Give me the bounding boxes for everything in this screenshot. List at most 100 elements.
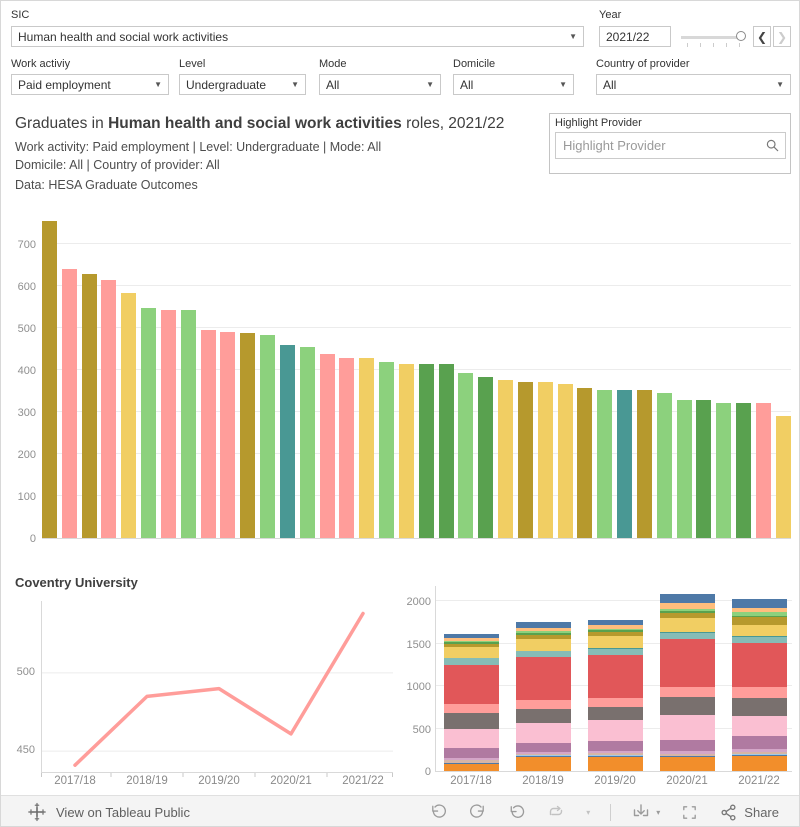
stack-segment[interactable] <box>660 740 715 752</box>
stack-segment[interactable] <box>732 599 787 608</box>
stack-segment[interactable] <box>660 751 715 754</box>
stack-segment[interactable] <box>732 756 787 771</box>
stack-segment[interactable] <box>444 643 499 648</box>
stack-segment[interactable] <box>660 602 715 609</box>
stack-segment[interactable] <box>660 686 715 698</box>
stack-segment[interactable] <box>588 753 643 756</box>
stack-segment[interactable] <box>516 743 571 752</box>
stack-segment[interactable] <box>588 741 643 752</box>
refresh-caret-icon[interactable]: ▾ <box>586 807 591 817</box>
provider-bar[interactable] <box>200 330 216 538</box>
provider-bar[interactable] <box>299 347 315 538</box>
stack-segment[interactable] <box>516 631 571 634</box>
year-slider-handle[interactable] <box>736 31 746 41</box>
stack-segment[interactable] <box>444 748 499 758</box>
reset-button[interactable] <box>507 803 526 822</box>
provider-bar[interactable] <box>42 221 57 538</box>
provider-bar[interactable] <box>81 274 97 538</box>
provider-bar[interactable] <box>121 293 137 538</box>
share-button[interactable]: Share <box>719 803 779 822</box>
stack-segment[interactable] <box>588 654 643 699</box>
stack-segment[interactable] <box>732 617 787 625</box>
stack-segment[interactable] <box>444 647 499 658</box>
trend-line[interactable] <box>73 611 365 767</box>
stack-segment[interactable] <box>516 753 571 756</box>
stack-segment[interactable] <box>660 755 715 757</box>
stack-segment[interactable] <box>732 636 787 644</box>
stack-segment[interactable] <box>588 755 643 756</box>
stack-segment[interactable] <box>444 658 499 665</box>
stack-segment[interactable] <box>588 719 643 742</box>
provider-bar[interactable] <box>260 335 276 538</box>
provider-bar[interactable] <box>498 380 514 538</box>
stack-segment[interactable] <box>516 751 571 754</box>
stack-segment[interactable] <box>516 755 571 756</box>
stack-segment[interactable] <box>732 754 787 757</box>
provider-bar[interactable] <box>537 382 553 538</box>
stack-segment[interactable] <box>732 751 787 755</box>
provider-bar[interactable] <box>617 390 633 538</box>
provider-bar[interactable] <box>61 269 77 538</box>
year-next-button[interactable]: ❯ <box>773 26 791 47</box>
provider-bar[interactable] <box>577 388 593 538</box>
stack-segment[interactable] <box>444 664 499 704</box>
year-prev-button[interactable]: ❮ <box>753 26 771 47</box>
stack-segment[interactable] <box>516 627 571 631</box>
refresh-button[interactable] <box>546 802 566 822</box>
stack-segment[interactable] <box>588 755 643 757</box>
stack-segment[interactable] <box>588 630 643 632</box>
stack-segment[interactable] <box>732 715 787 737</box>
work-activity-dropdown[interactable]: Paid employment ▼ <box>11 74 169 95</box>
stack-segment[interactable] <box>444 763 499 765</box>
stack-segment[interactable] <box>732 754 787 755</box>
stack-segment[interactable] <box>588 648 643 655</box>
stack-segment[interactable] <box>732 636 787 637</box>
stack-segment[interactable] <box>516 755 571 757</box>
stack-segment[interactable] <box>588 635 643 649</box>
stack-segment[interactable] <box>732 697 787 716</box>
stack-segment[interactable] <box>660 753 715 756</box>
mode-dropdown[interactable]: All ▼ <box>319 74 441 95</box>
provider-bar[interactable] <box>319 354 335 538</box>
provider-bar[interactable] <box>418 364 434 538</box>
provider-bar[interactable] <box>339 358 355 538</box>
stack-segment[interactable] <box>516 651 571 658</box>
stack-segment[interactable] <box>516 722 571 744</box>
stack-segment[interactable] <box>516 639 571 651</box>
stack-segment[interactable] <box>588 756 643 771</box>
provider-bar[interactable] <box>716 403 732 538</box>
provider-bar[interactable] <box>478 377 494 538</box>
stack-segment[interactable] <box>732 687 787 698</box>
provider-bar[interactable] <box>775 416 791 538</box>
provider-bar[interactable] <box>220 332 236 538</box>
provider-bar[interactable] <box>240 333 256 538</box>
provider-bar[interactable] <box>458 373 474 538</box>
stack-segment[interactable] <box>516 634 571 640</box>
stack-segment[interactable] <box>516 756 571 771</box>
stack-segment[interactable] <box>588 631 643 636</box>
stack-segment[interactable] <box>516 622 571 628</box>
stack-segment[interactable] <box>660 608 715 612</box>
stack-segment[interactable] <box>444 657 499 659</box>
provider-bar[interactable] <box>656 393 672 538</box>
download-button[interactable]: ▾ <box>631 802 660 822</box>
stack-segment[interactable] <box>588 698 643 707</box>
level-dropdown[interactable]: Undergraduate ▼ <box>179 74 306 95</box>
provider-bar[interactable] <box>557 384 573 538</box>
stack-segment[interactable] <box>660 632 715 639</box>
stack-segment[interactable] <box>588 706 643 720</box>
stack-segment[interactable] <box>660 611 715 613</box>
provider-bar[interactable] <box>180 310 196 538</box>
provider-bar[interactable] <box>359 358 375 538</box>
year-input[interactable]: 2021/22 <box>599 26 671 47</box>
stack-segment[interactable] <box>660 756 715 758</box>
stack-segment[interactable] <box>588 628 643 631</box>
provider-bar[interactable] <box>517 382 533 538</box>
stack-segment[interactable] <box>444 729 499 749</box>
stack-segment[interactable] <box>444 640 499 643</box>
stack-segment[interactable] <box>660 757 715 771</box>
download-caret-icon[interactable]: ▾ <box>656 807 661 817</box>
fullscreen-button[interactable] <box>680 803 699 822</box>
provider-bar[interactable] <box>279 345 295 538</box>
stack-segment[interactable] <box>516 709 571 723</box>
